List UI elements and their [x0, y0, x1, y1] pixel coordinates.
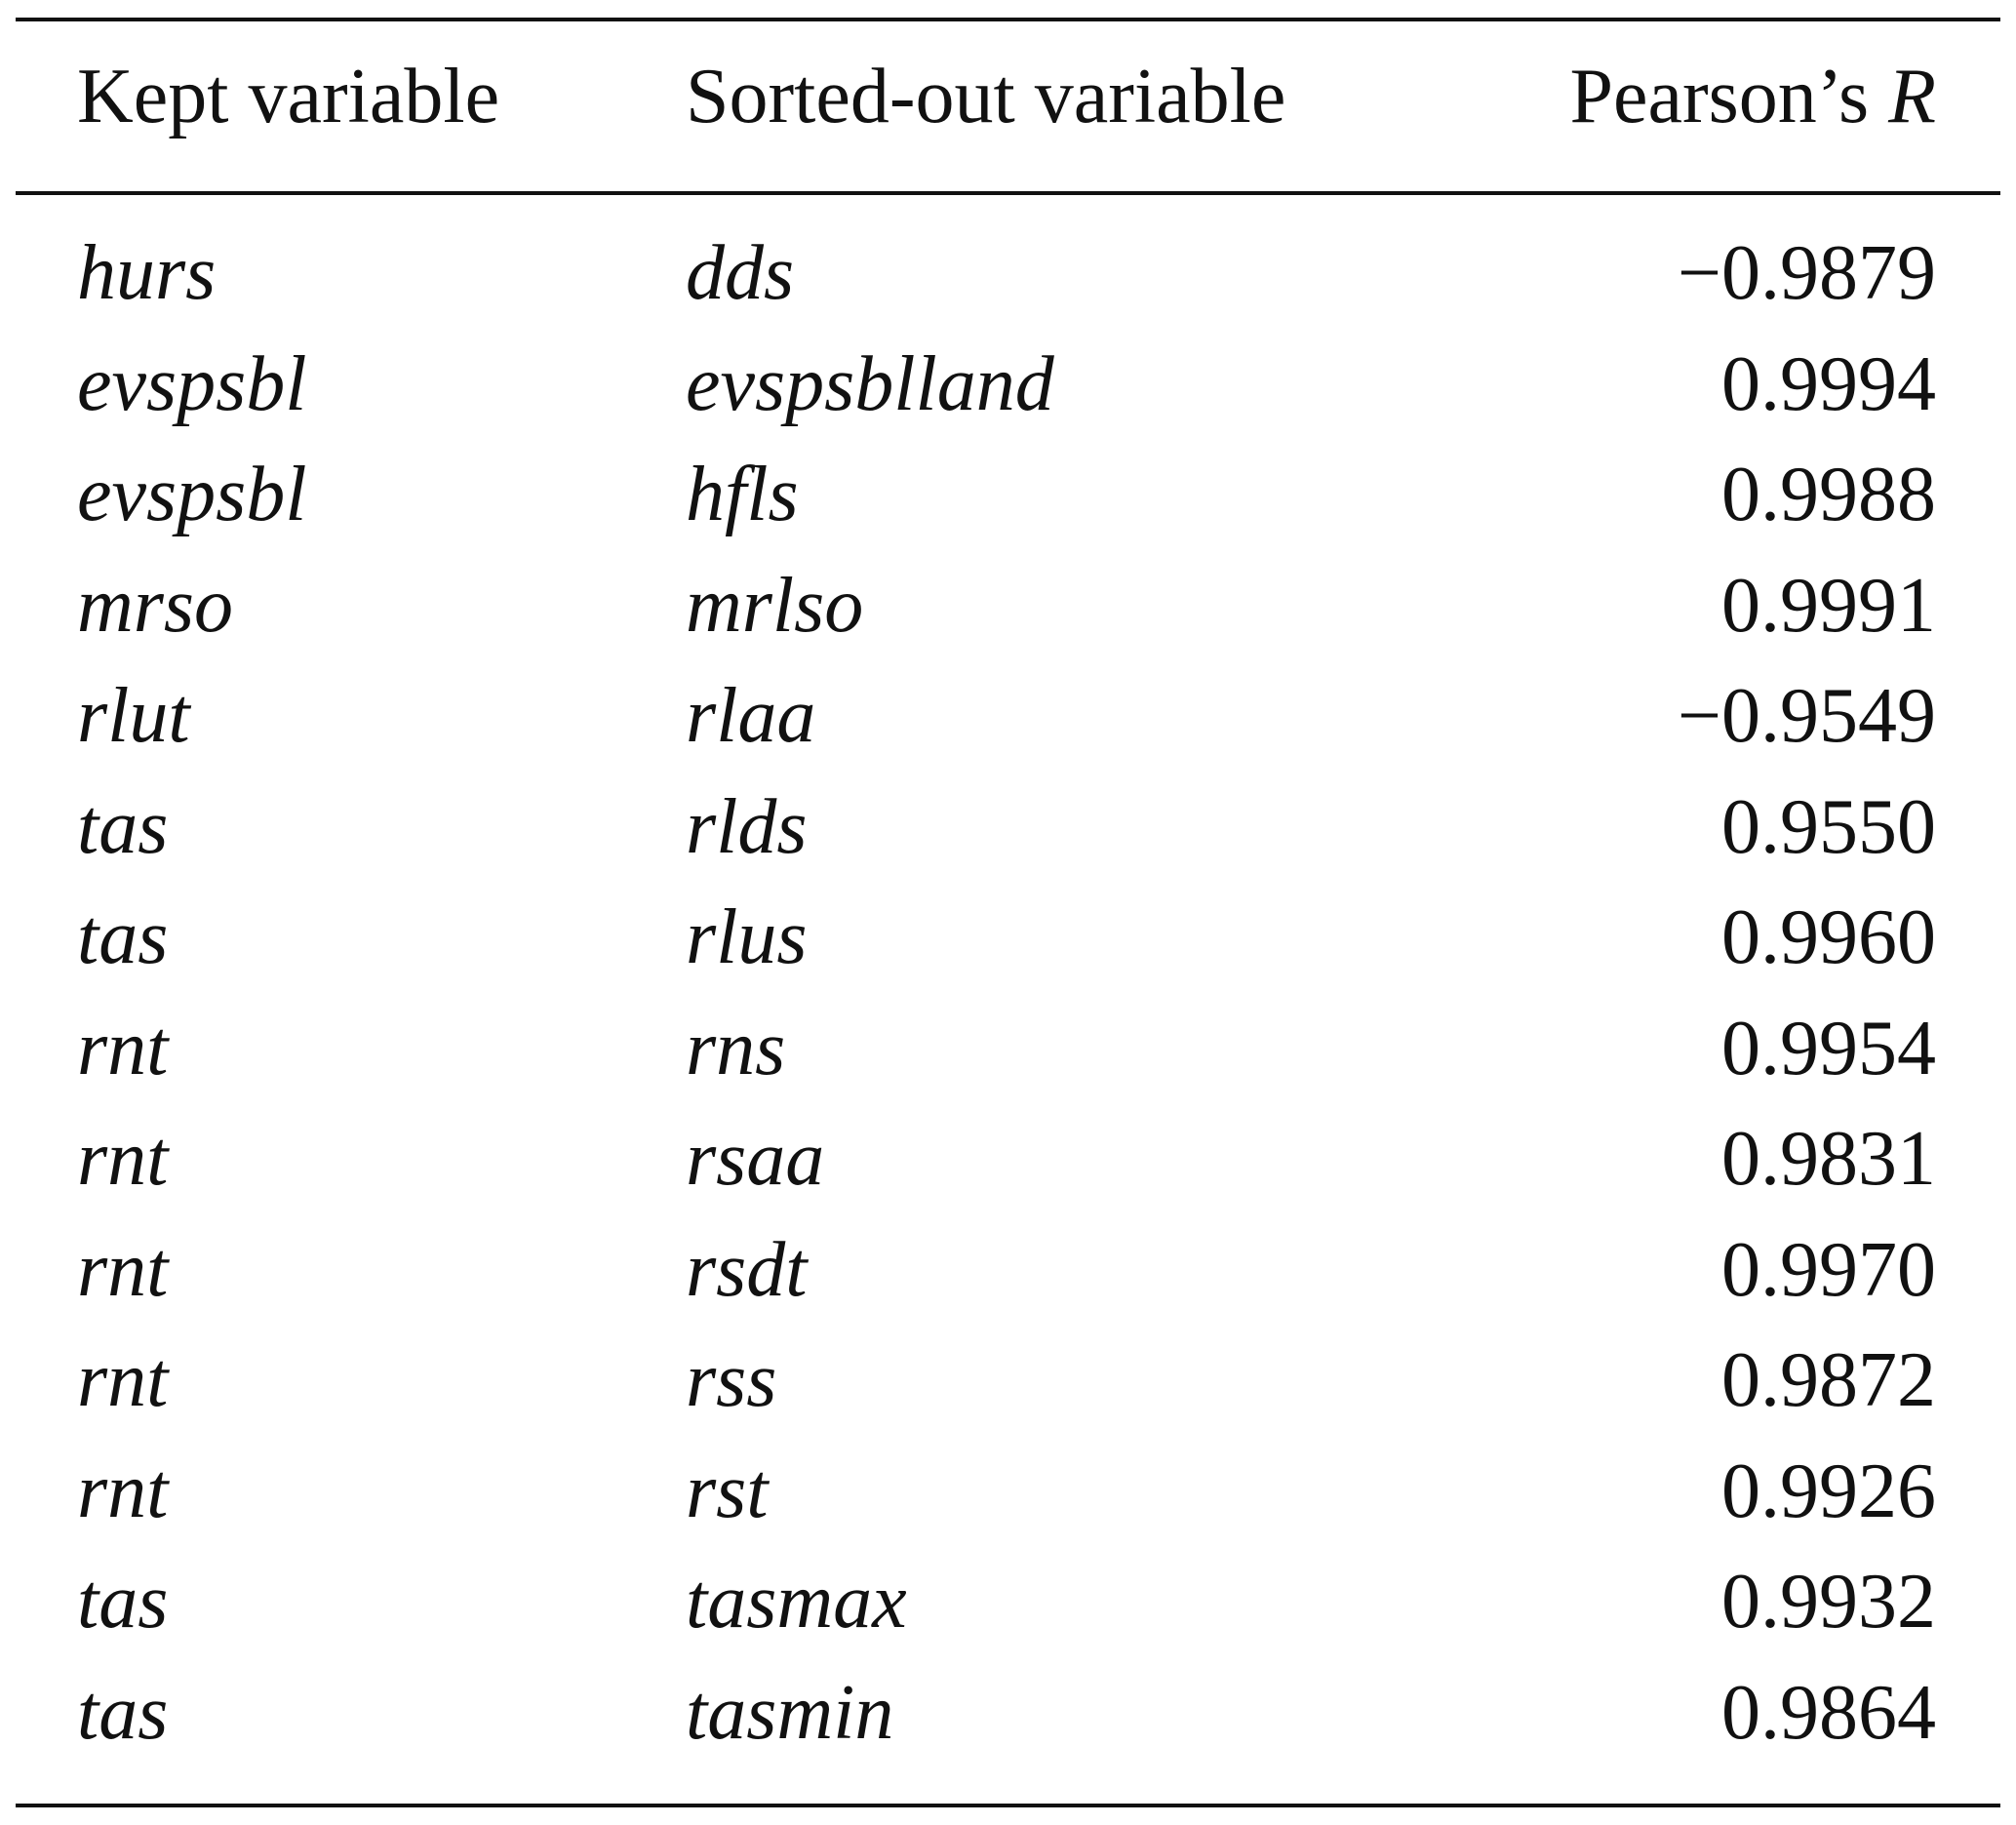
table-cell: hfls [686, 452, 799, 537]
table-cell: 0.9926 [1721, 1448, 1936, 1534]
table-cell: 0.9994 [1721, 340, 1936, 427]
table-cell: tasmax [686, 1559, 907, 1645]
header-cell: Pearson’s R [1569, 41, 1936, 152]
header-cell: Kept variable [77, 54, 500, 139]
bottom-rule [16, 1804, 2000, 1807]
table-cell: mrso [77, 562, 234, 649]
table-cell: 0.9954 [1721, 1005, 1936, 1091]
table-cell: rnt [77, 1226, 169, 1313]
table-cell: rsaa [686, 1116, 825, 1202]
table-cell: −0.9549 [1677, 673, 1936, 759]
table-cell: rnt [77, 1116, 169, 1202]
table-cell: 0.9831 [1721, 1116, 1936, 1202]
table-cell: rlaa [686, 673, 816, 759]
table-cell: 0.9550 [1721, 783, 1936, 870]
table-cell: rnt [77, 1448, 169, 1534]
table-cell: −0.9879 [1677, 230, 1936, 316]
table-cell: rlds [686, 783, 808, 870]
header-rule [16, 191, 2000, 195]
table-cell: rnt [77, 1005, 169, 1091]
table-cell: 0.9991 [1721, 562, 1936, 649]
table-cell: hurs [77, 230, 217, 316]
header-symbol: R [1888, 54, 1936, 139]
table-cell: dds [686, 230, 795, 316]
table-cell: rns [686, 1005, 786, 1091]
table-cell: evspsbl [77, 340, 307, 427]
table-cell: rss [686, 1337, 777, 1423]
table-cell: evspsblland [686, 340, 1054, 427]
table-cell: rlut [77, 673, 190, 759]
table-cell: 0.9988 [1721, 452, 1936, 537]
table-cell: tas [77, 1559, 169, 1645]
table-cell: 0.9864 [1721, 1669, 1936, 1756]
table-cell: 0.9872 [1721, 1337, 1936, 1423]
table-cell: mrlso [686, 562, 864, 649]
table-cell: rnt [77, 1337, 169, 1423]
header-text: Pearson’s [1569, 54, 1870, 139]
table-cell: tas [77, 894, 169, 980]
table-cell: tasmin [686, 1669, 894, 1756]
table-cell: tas [77, 1669, 169, 1756]
table-cell: 0.9970 [1721, 1226, 1936, 1313]
table-cell: 0.9932 [1721, 1559, 1936, 1645]
table-cell: rsdt [686, 1226, 808, 1313]
top-rule [16, 18, 2000, 21]
table-cell: rst [686, 1448, 769, 1534]
table-cell: evspsbl [77, 452, 307, 537]
table-cell: 0.9960 [1721, 894, 1936, 980]
table-cell: tas [77, 783, 169, 870]
table-cell: rlus [686, 894, 808, 980]
header-cell: Sorted-out variable [686, 54, 1286, 139]
